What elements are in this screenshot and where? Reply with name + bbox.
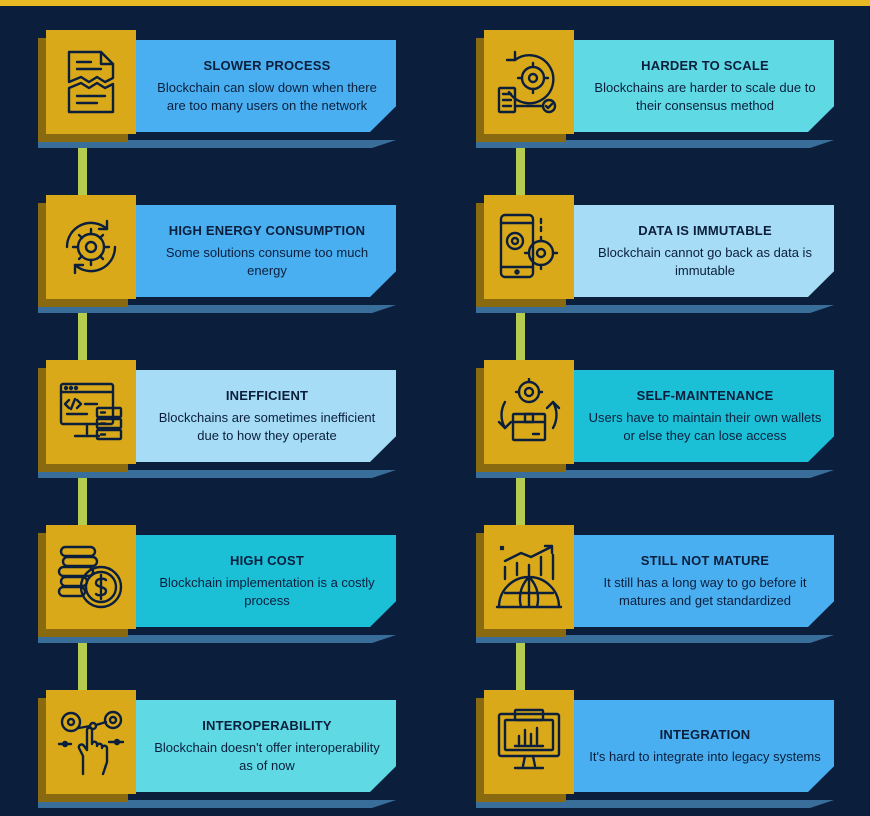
card-text: HIGH COST Blockchain implementation is a… [138, 535, 396, 627]
card-title: HIGH COST [229, 552, 305, 568]
card-harder-to-scale: HARDER TO SCALE Blockchains are harder t… [484, 30, 834, 140]
card-description: Blockchain doesn't offer interoperabilit… [154, 739, 380, 773]
card-title: INEFFICIENT [225, 387, 309, 403]
card-text: SLOWER PROCESS Blockchain can slow down … [138, 40, 396, 132]
card-inefficient: INEFFICIENT Blockchains are sometimes in… [46, 360, 396, 470]
right-connector-3 [516, 460, 525, 528]
card-text: INEFFICIENT Blockchains are sometimes in… [138, 370, 396, 462]
card-title: INTEROPERABILITY [202, 717, 332, 733]
card-title: HARDER TO SCALE [641, 57, 769, 73]
top-accent-bar [0, 0, 870, 6]
coins-dollar-icon [46, 525, 136, 629]
card-interoperability: INTEROPERABILITY Blockchain doesn't offe… [46, 690, 396, 800]
right-connector-2 [516, 295, 525, 363]
left-connector-4 [78, 625, 87, 693]
card-description: Blockchain can slow down when there are … [157, 79, 377, 113]
card-title: HIGH ENERGY CONSUMPTION [168, 222, 366, 238]
scale-gear-icon [484, 30, 574, 134]
card-description: Blockchains are sometimes inefficient du… [158, 409, 376, 443]
left-connector-3 [78, 460, 87, 528]
left-connector-1 [78, 130, 87, 198]
box-gear-icon [484, 360, 574, 464]
card-description: It's hard to integrate into legacy syste… [589, 748, 821, 764]
card-self-maintenance: SELF-MAINTENANCE Users have to maintain … [484, 360, 834, 470]
card-description: Blockchain implementation is a costly pr… [159, 574, 375, 608]
globe-growth-icon [484, 525, 574, 629]
card-text: STILL NOT MATURE It still has a long way… [576, 535, 834, 627]
gear-cycle-icon [46, 195, 136, 299]
code-server-icon [46, 360, 136, 464]
card-text: HARDER TO SCALE Blockchains are harder t… [576, 40, 834, 132]
card-still-not-mature: STILL NOT MATURE It still has a long way… [484, 525, 834, 635]
card-title: SLOWER PROCESS [203, 57, 331, 73]
card-integration: INTEGRATION It's hard to integrate into … [484, 690, 834, 800]
card-description: Some solutions consume too much energy [165, 244, 369, 278]
card-description: Users have to maintain their own wallets… [588, 409, 822, 443]
card-high-cost: HIGH COST Blockchain implementation is a… [46, 525, 396, 635]
card-description: It still has a long way to go before it … [603, 574, 807, 608]
left-connector-2 [78, 295, 87, 363]
card-description: Blockchain cannot go back as data is imm… [598, 244, 812, 278]
monitor-chart-icon [484, 690, 574, 794]
document-icon [46, 30, 136, 134]
right-connector-4 [516, 625, 525, 693]
right-connector-1 [516, 130, 525, 198]
phone-gears-icon [484, 195, 574, 299]
card-text: HIGH ENERGY CONSUMPTION Some solutions c… [138, 205, 396, 297]
card-title: SELF-MAINTENANCE [636, 387, 774, 403]
card-title: INTEGRATION [659, 726, 751, 742]
card-text: SELF-MAINTENANCE Users have to maintain … [576, 370, 834, 462]
card-text: INTEROPERABILITY Blockchain doesn't offe… [138, 700, 396, 792]
gears-hand-icon [46, 690, 136, 794]
card-description: Blockchains are harder to scale due to t… [594, 79, 816, 113]
card-text: INTEGRATION It's hard to integrate into … [576, 700, 834, 792]
card-text: DATA IS IMMUTABLE Blockchain cannot go b… [576, 205, 834, 297]
card-high-energy-consumption: HIGH ENERGY CONSUMPTION Some solutions c… [46, 195, 396, 305]
card-data-is-immutable: DATA IS IMMUTABLE Blockchain cannot go b… [484, 195, 834, 305]
card-title: STILL NOT MATURE [640, 552, 770, 568]
card-title: DATA IS IMMUTABLE [638, 222, 772, 238]
card-slower-process: SLOWER PROCESS Blockchain can slow down … [46, 30, 396, 140]
